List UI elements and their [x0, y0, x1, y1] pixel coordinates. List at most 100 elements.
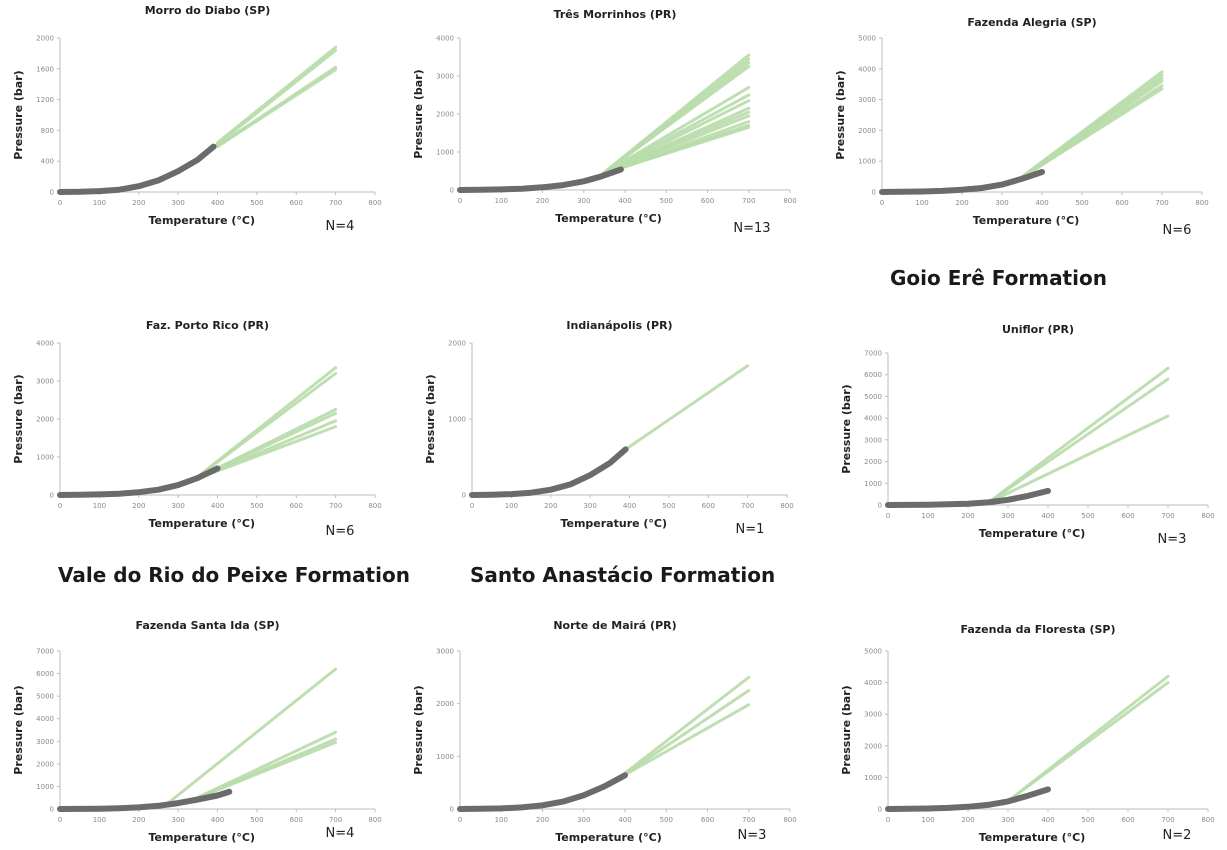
- isochore-line: [188, 740, 338, 803]
- chart-panel-3: Fazenda Alegria (SP) 0 1000 2000 3000 4000 500…: [820, 0, 1227, 245]
- pt-diagram-svg: Três Morrinhos (PR) 0 1000 2000 3000 4000 0 100…: [412, 8, 797, 236]
- chart-title: Três Morrinhos (PR): [554, 8, 677, 21]
- x-tick-label: 200: [961, 816, 974, 824]
- homogenization-curve: [57, 143, 217, 195]
- x-tick-label: 0: [58, 816, 62, 824]
- y-tick-label: 4000: [864, 415, 882, 423]
- x-tick-label: 700: [1155, 199, 1168, 207]
- pt-diagram-svg: Morro do Diabo (SP) 0 400 800 1200 1600 2000 0 1…: [12, 4, 382, 234]
- x-tick-label: 100: [495, 197, 508, 205]
- x-tick-label: 800: [368, 199, 381, 207]
- x-axis-label: Temperature (°C): [979, 527, 1086, 540]
- x-tick-label: 400: [1041, 816, 1054, 824]
- x-tick-label: 0: [886, 512, 890, 520]
- x-tick-label: 300: [171, 199, 184, 207]
- chart-title: Faz. Porto Rico (PR): [146, 319, 269, 332]
- chart-panel-4: Faz. Porto Rico (PR) 0 1000 2000 3000 4000 0 10…: [0, 315, 400, 550]
- chart-title: Norte de Mairá (PR): [553, 619, 676, 632]
- y-tick-label: 0: [878, 806, 882, 814]
- x-axis-label: Temperature (°C): [148, 214, 255, 227]
- chart-panel-1: Morro do Diabo (SP) 0 400 800 1200 1600 2000 0 1…: [0, 0, 400, 245]
- y-tick-label: 1000: [864, 774, 882, 782]
- y-tick-label: 3000: [436, 648, 454, 656]
- x-tick-label: 800: [783, 197, 796, 205]
- x-tick-label: 700: [329, 199, 342, 207]
- x-tick-label: 0: [58, 502, 62, 510]
- sample-count-label: N=6: [1163, 223, 1192, 238]
- chart-title: Fazenda da Floresta (SP): [960, 623, 1115, 636]
- pt-diagram-svg: Indianápolis (PR) 0 1000 2000 0 100 200 300 400 5…: [424, 319, 794, 537]
- isochore-line: [624, 364, 750, 451]
- y-tick-label: 0: [450, 187, 454, 195]
- y-tick-label: 0: [462, 492, 466, 500]
- y-tick-label: 0: [50, 806, 54, 814]
- y-axis-label: Pressure (bar): [834, 70, 847, 159]
- y-tick-label: 3000: [864, 711, 882, 719]
- y-tick-label: 1000: [436, 149, 454, 157]
- y-axis-label: Pressure (bar): [840, 685, 853, 774]
- y-tick-label: 6000: [36, 670, 54, 678]
- homogenization-curve: [879, 169, 1045, 195]
- chart-title: Indianápolis (PR): [566, 319, 672, 332]
- x-tick-label: 700: [741, 502, 754, 510]
- chart-title: Fazenda Alegria (SP): [967, 16, 1096, 29]
- x-axis-label: Temperature (°C): [973, 214, 1080, 227]
- x-tick-label: 100: [93, 199, 106, 207]
- isochore-line: [986, 414, 1170, 505]
- x-tick-label: 400: [618, 816, 631, 824]
- y-tick-label: 1000: [448, 416, 466, 424]
- x-axis-label: Temperature (°C): [148, 517, 255, 530]
- x-tick-label: 100: [915, 199, 928, 207]
- x-tick-label: 800: [1195, 199, 1208, 207]
- x-tick-label: 600: [701, 816, 714, 824]
- x-axis-label: Temperature (°C): [148, 831, 255, 844]
- x-tick-label: 200: [132, 199, 145, 207]
- y-tick-label: 2000: [36, 416, 54, 424]
- y-tick-label: 5000: [36, 693, 54, 701]
- pt-diagram-svg: Uniflor (PR)0100020003000400050006000700…: [840, 323, 1215, 547]
- x-tick-label: 400: [211, 502, 224, 510]
- formation-label-goio-ere: Goio Erê Formation: [890, 266, 1107, 290]
- y-tick-label: 2000: [864, 458, 882, 466]
- isochore-line: [615, 675, 751, 782]
- formation-label-santo-anastacio: Santo Anastácio Formation: [470, 563, 776, 587]
- x-tick-label: 700: [742, 816, 755, 824]
- x-tick-label: 200: [536, 197, 549, 205]
- y-tick-label: 3000: [436, 73, 454, 81]
- x-tick-label: 0: [458, 816, 462, 824]
- isochore-line: [164, 667, 338, 806]
- y-tick-label: 400: [41, 158, 54, 166]
- y-tick-label: 2000: [36, 760, 54, 768]
- x-tick-label: 0: [458, 197, 462, 205]
- isochore-line: [986, 377, 1170, 505]
- x-tick-label: 800: [368, 816, 381, 824]
- x-tick-label: 300: [577, 197, 590, 205]
- homogenization-curve: [885, 786, 1051, 812]
- x-tick-label: 200: [955, 199, 968, 207]
- sample-count-label: N=13: [733, 221, 770, 236]
- y-axis-label: Pressure (bar): [12, 70, 25, 159]
- isochore-line: [615, 703, 751, 782]
- y-tick-label: 0: [878, 502, 882, 510]
- x-tick-label: 500: [250, 816, 263, 824]
- x-tick-label: 700: [1161, 816, 1174, 824]
- chart-panel-6: Uniflor (PR) 0 1000 2000 3000 4000 5000 6000 700…: [820, 315, 1227, 550]
- x-tick-label: 500: [1075, 199, 1088, 207]
- y-tick-label: 1200: [36, 96, 54, 104]
- x-tick-label: 200: [132, 502, 145, 510]
- x-axis-label: Temperature (°C): [560, 517, 667, 530]
- x-tick-label: 700: [329, 816, 342, 824]
- homogenization-curve: [57, 465, 221, 498]
- y-tick-label: 4000: [36, 715, 54, 723]
- x-tick-label: 800: [368, 502, 381, 510]
- x-tick-label: 600: [290, 816, 303, 824]
- y-tick-label: 0: [50, 189, 54, 197]
- chart-panel-8: Norte de Mairá (PR) 0 1000 2000 3000 0 100 200 3…: [400, 615, 820, 850]
- x-tick-label: 800: [1201, 816, 1214, 824]
- x-tick-label: 200: [132, 816, 145, 824]
- x-tick-label: 600: [1121, 816, 1134, 824]
- sample-count-label: N=6: [326, 524, 355, 539]
- x-tick-label: 300: [1001, 512, 1014, 520]
- x-tick-label: 200: [544, 502, 557, 510]
